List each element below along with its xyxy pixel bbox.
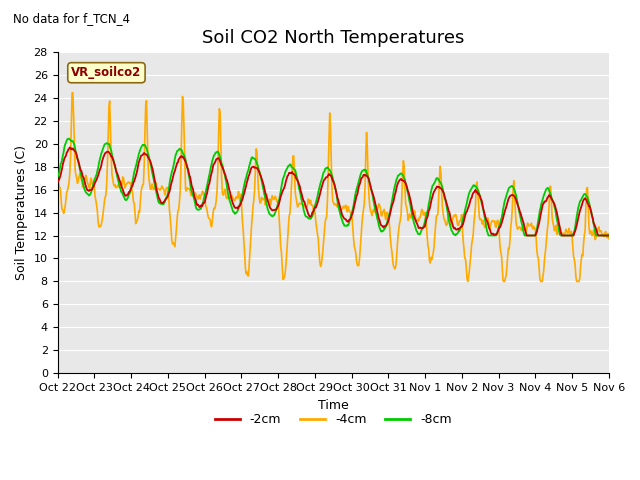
Text: VR_soilco2: VR_soilco2 (71, 66, 141, 79)
Y-axis label: Soil Temperatures (C): Soil Temperatures (C) (15, 145, 28, 280)
X-axis label: Time: Time (318, 398, 349, 412)
Title: Soil CO2 North Temperatures: Soil CO2 North Temperatures (202, 29, 465, 48)
Legend: -2cm, -4cm, -8cm: -2cm, -4cm, -8cm (210, 408, 457, 432)
Text: No data for f_TCN_4: No data for f_TCN_4 (13, 12, 130, 25)
